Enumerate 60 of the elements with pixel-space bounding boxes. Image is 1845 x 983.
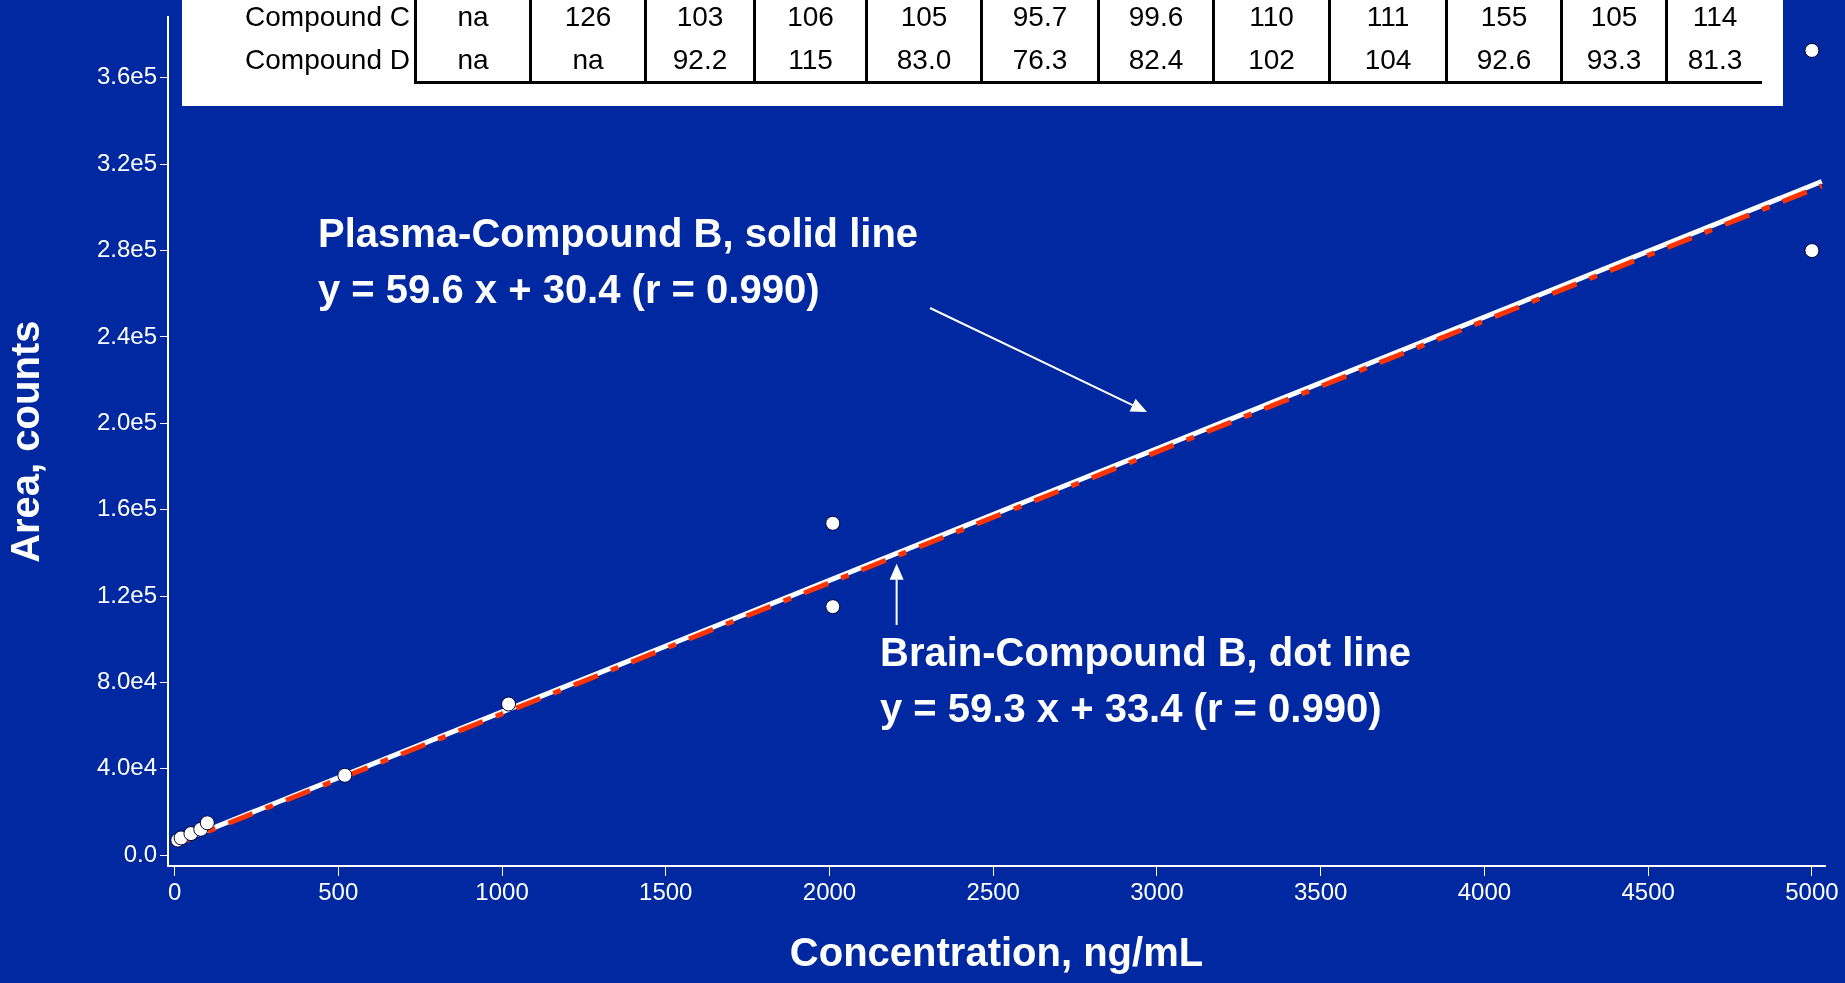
annotation: y = 59.6 x + 30.4 (r = 0.990) bbox=[318, 267, 820, 312]
x-tick-label: 3500 bbox=[1294, 878, 1348, 906]
y-tick-label: 1.6e5 bbox=[96, 494, 157, 522]
y-tick-label: 1.2e5 bbox=[96, 580, 157, 608]
x-tick-label: 500 bbox=[318, 878, 359, 906]
text: 92.2 bbox=[672, 44, 728, 75]
text: 105 bbox=[1590, 1, 1638, 32]
text: 114 bbox=[1692, 1, 1738, 32]
text: 93.3 bbox=[1586, 44, 1642, 75]
y-tick-label: 2.4e5 bbox=[96, 321, 157, 349]
y-tick-label: 4.0e4 bbox=[96, 753, 157, 781]
point bbox=[199, 815, 215, 831]
text: 82.4 bbox=[1128, 44, 1184, 75]
x-tick-label: 0 bbox=[167, 878, 182, 906]
x-tick-label: 2500 bbox=[966, 878, 1020, 906]
point bbox=[501, 696, 517, 712]
category-label: Compound C bbox=[245, 1, 410, 32]
text: na bbox=[457, 1, 489, 32]
text: na bbox=[572, 44, 604, 75]
text: 95.7 bbox=[1012, 1, 1068, 32]
text: 104 bbox=[1364, 44, 1412, 75]
x-axis-title: Concentration, ng/mL bbox=[789, 930, 1204, 975]
text: 106 bbox=[787, 1, 834, 32]
x-tick-label: 2000 bbox=[802, 878, 857, 906]
text: 81.3 bbox=[1687, 44, 1743, 75]
x-tick-label: 1000 bbox=[475, 878, 529, 906]
text: 103 bbox=[676, 1, 724, 32]
text: 110 bbox=[1249, 1, 1294, 32]
point bbox=[825, 599, 841, 615]
text: 102 bbox=[1248, 44, 1295, 75]
text: 155 bbox=[1480, 1, 1528, 32]
annotation: y = 59.3 x + 33.4 (r = 0.990) bbox=[880, 686, 1382, 731]
point bbox=[337, 767, 353, 783]
y-tick-label: 0.0 bbox=[123, 839, 157, 867]
category-label: Compound D bbox=[245, 44, 410, 75]
x-tick-label: 4500 bbox=[1621, 878, 1675, 906]
y-tick-label: 2.0e5 bbox=[96, 407, 157, 435]
annotation: Brain-Compound B, dot line bbox=[880, 630, 1412, 675]
text: 111 bbox=[1366, 1, 1410, 32]
point bbox=[1804, 243, 1820, 259]
text: 83.0 bbox=[896, 44, 952, 75]
x-tick-label: 3000 bbox=[1130, 878, 1184, 906]
x-tick-label: 4000 bbox=[1457, 878, 1512, 906]
y-tick-label: 8.0e4 bbox=[96, 667, 157, 695]
y-tick-label: 3.6e5 bbox=[96, 62, 157, 90]
point bbox=[825, 515, 841, 531]
text: 92.6 bbox=[1476, 44, 1532, 75]
annotation: Plasma-Compound B, solid line bbox=[318, 211, 919, 256]
y-tick-label: 3.2e5 bbox=[96, 148, 157, 176]
text: 105 bbox=[900, 1, 948, 32]
text: 99.6 bbox=[1128, 1, 1184, 32]
text: 115 bbox=[788, 44, 833, 75]
y-tick-label: 2.8e5 bbox=[96, 235, 157, 263]
point bbox=[1804, 42, 1820, 58]
x-tick-label: 5000 bbox=[1785, 878, 1839, 906]
text: 126 bbox=[564, 1, 612, 32]
x-tick-label: 1500 bbox=[639, 878, 693, 906]
text: na bbox=[457, 44, 489, 75]
text: 76.3 bbox=[1012, 44, 1068, 75]
y-axis-title: Area, counts bbox=[3, 320, 48, 563]
